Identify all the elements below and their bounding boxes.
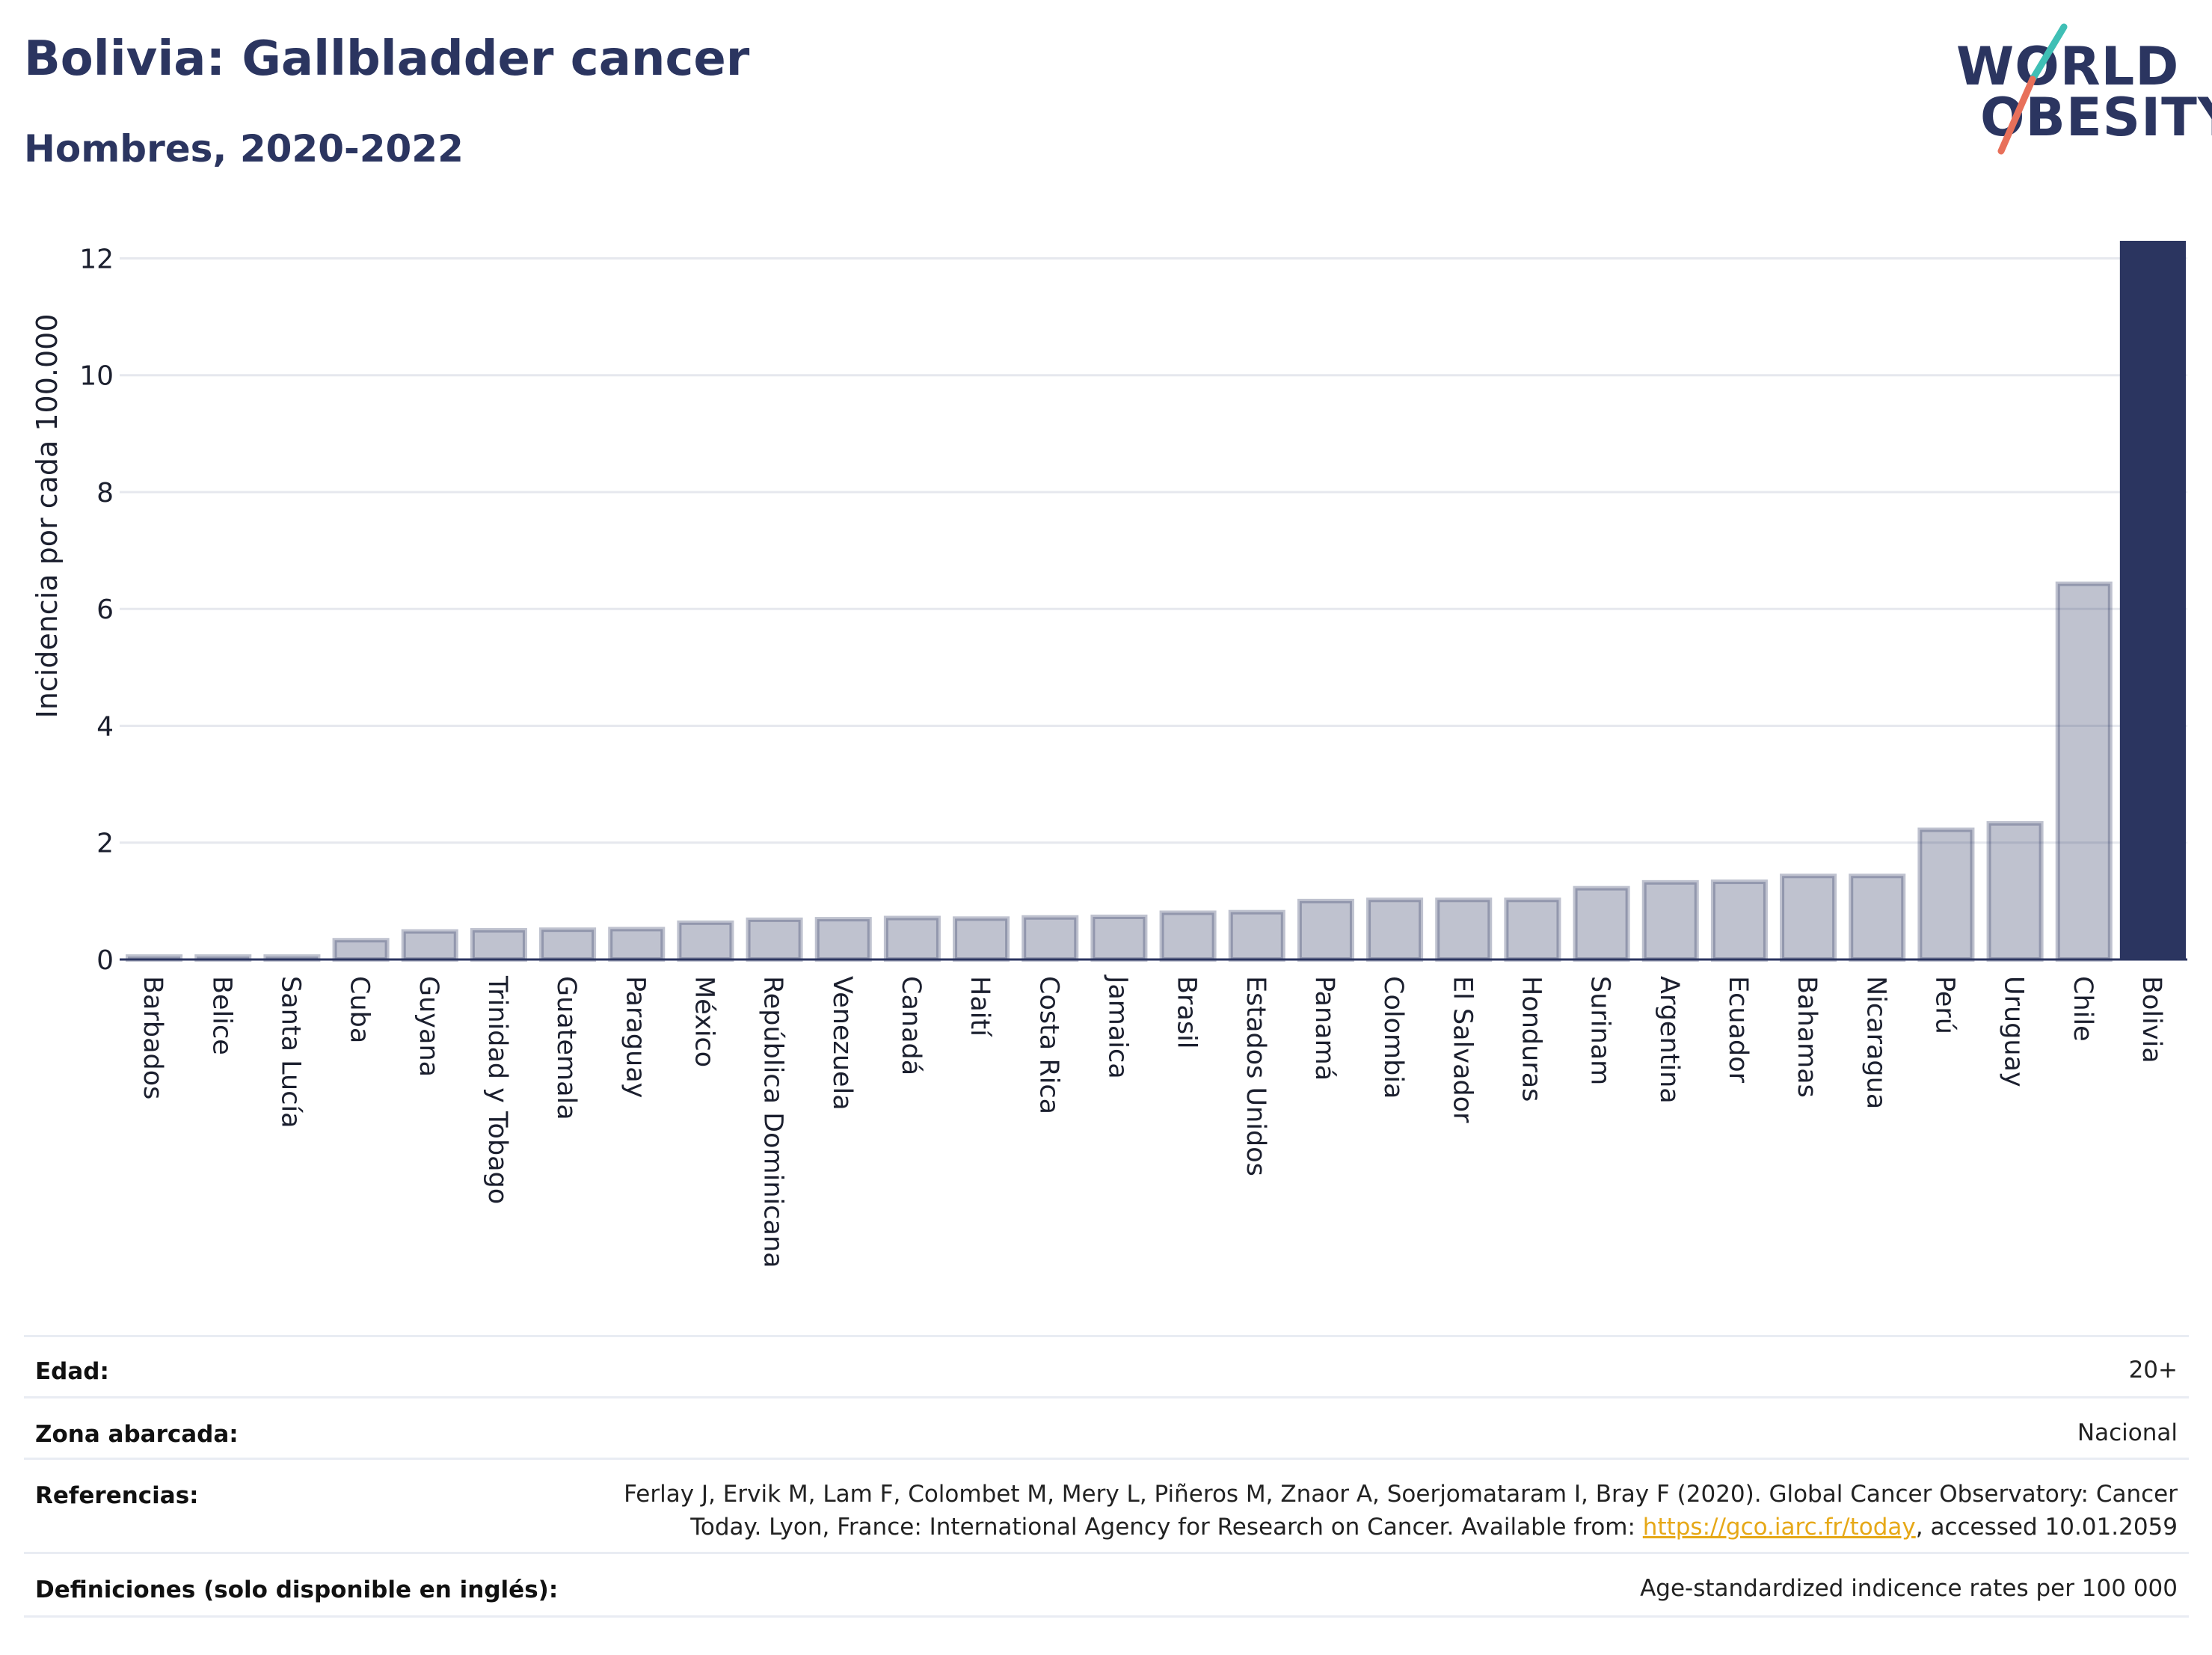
detail-row-zone: Zona abarcada: Nacional	[24, 1396, 2189, 1460]
x-tick-label: Venezuela	[827, 976, 857, 1111]
y-tick-label: 6	[96, 595, 114, 625]
x-tick-label: El Salvador	[1447, 976, 1477, 1123]
bar-brasil	[1159, 910, 1217, 962]
bar-surinam	[1573, 885, 1630, 962]
y-axis-label: Incidencia por cada 100.000	[31, 313, 64, 718]
detail-value: 20+	[2128, 1357, 2178, 1384]
y-tick-label: 8	[96, 478, 114, 509]
y-axis-ticks: 0 2 4 6 8 10 12	[79, 244, 114, 976]
bar-república-dominicana	[746, 917, 803, 962]
x-tick-label: Paraguay	[620, 976, 650, 1098]
x-tick-label: República Dominicana	[758, 976, 788, 1268]
x-tick-label: Surinam	[1585, 976, 1615, 1085]
chart-grid	[120, 257, 2187, 961]
bar-ecuador	[1710, 879, 1768, 962]
x-tick-label: Uruguay	[1999, 976, 2029, 1087]
bar-haití	[953, 916, 1010, 962]
x-tick-label: Trinidad y Tobago	[482, 975, 512, 1204]
detail-row-references: Referencias: Ferlay J, Ervik M, Lam F, C…	[24, 1458, 2189, 1554]
detail-label: Definiciones (solo disponible en inglés)…	[35, 1576, 559, 1603]
bar-argentina	[1641, 879, 1699, 962]
page-subtitle: Hombres, 2020-2022	[24, 127, 464, 171]
x-tick-label: Costa Rica	[1033, 976, 1063, 1114]
x-tick-label: Cuba	[345, 976, 375, 1043]
bar-nicaragua	[1849, 873, 1906, 962]
x-tick-label: Perú	[1929, 976, 1959, 1034]
y-tick-label: 2	[96, 829, 114, 859]
bar-paraguay	[608, 927, 666, 962]
bar-trinidad-y-tobago	[470, 927, 527, 962]
x-tick-label: Guyana	[414, 976, 443, 1077]
detail-value: Nacional	[2077, 1419, 2178, 1446]
detail-label: Referencias:	[35, 1482, 199, 1509]
x-tick-label: Jamaica	[1102, 974, 1132, 1079]
bar-costa-rica	[1021, 915, 1079, 962]
bar-jamaica	[1090, 914, 1148, 962]
chart-bars	[126, 241, 2186, 962]
y-tick-label: 10	[79, 361, 114, 392]
x-tick-label: Estados Unidos	[1241, 976, 1271, 1176]
x-tick-label: Ecuador	[1723, 976, 1753, 1084]
detail-row-age: Edad: 20+	[24, 1335, 2189, 1398]
bar-guatemala	[539, 927, 597, 962]
reference-line-1: Ferlay J, Ervik M, Lam F, Colombet M, Me…	[624, 1481, 2178, 1508]
x-tick-label: Canadá	[896, 976, 926, 1075]
bar-el-salvador	[1435, 897, 1493, 962]
x-tick-label: Argentina	[1654, 976, 1684, 1104]
y-tick-label: 12	[79, 244, 114, 274]
reference-text: Today. Lyon, France: International Agenc…	[690, 1514, 1643, 1541]
y-tick-label: 4	[96, 711, 114, 742]
detail-value: Ferlay J, Ervik M, Lam F, Colombet M, Me…	[624, 1478, 2178, 1544]
bar-venezuela	[814, 917, 872, 962]
bar-panamá	[1297, 898, 1354, 962]
x-tick-label: Chile	[2068, 976, 2098, 1042]
bar-cuba	[332, 938, 390, 962]
bar-perú	[1917, 827, 1975, 962]
x-tick-label: Nicaragua	[1861, 976, 1890, 1109]
x-axis-labels: Barbados Belice Santa Lucía Cuba Guyana Trini…	[138, 974, 2166, 1268]
x-tick-label: México	[689, 976, 719, 1067]
detail-row-definitions: Definiciones (solo disponible en inglés)…	[24, 1552, 2189, 1618]
x-tick-label: Colombia	[1378, 976, 1408, 1099]
x-tick-label: Panamá	[1309, 976, 1339, 1081]
bar-bahamas	[1780, 873, 1837, 962]
bar-chart: 0 2 4 6 8 10 12 Incidencia por cada 100.000 Ba…	[31, 241, 2187, 1268]
detail-label: Zona abarcada:	[35, 1421, 239, 1448]
y-tick-label: 0	[96, 945, 114, 976]
reference-link[interactable]: https://gco.iarc.fr/today	[1642, 1514, 1916, 1541]
x-tick-label: Santa Lucía	[275, 976, 305, 1129]
x-tick-label: Honduras	[1516, 976, 1546, 1102]
bar-bolivia	[2119, 241, 2186, 959]
bar-colombia	[1366, 897, 1424, 962]
page-title: Bolivia: Gallbladder cancer	[24, 31, 750, 87]
x-tick-label: Guatemala	[551, 976, 581, 1120]
bar-chile	[2055, 581, 2113, 962]
world-obesity-logo: WORLD OBESITY	[1944, 22, 2212, 157]
x-tick-label: Haití	[965, 976, 995, 1037]
logo-line1: WORLD	[1956, 36, 2180, 97]
x-tick-label: Barbados	[138, 976, 168, 1099]
bar-estados-unidos	[1228, 909, 1285, 962]
reference-accessed: , accessed 10.01.2059	[1915, 1514, 2178, 1541]
reference-line-2: Today. Lyon, France: International Agenc…	[624, 1511, 2178, 1544]
bar-canadá	[883, 915, 941, 962]
x-tick-label: Bolivia	[2136, 976, 2166, 1063]
bar-uruguay	[1986, 820, 2044, 962]
bar-méxico	[677, 920, 734, 962]
x-tick-label: Bahamas	[1792, 976, 1822, 1098]
x-tick-label: Brasil	[1172, 976, 1202, 1049]
logo-slash-icon	[1997, 23, 2068, 155]
detail-value: Age-standardized indicence rates per 100…	[1640, 1575, 2178, 1602]
detail-label: Edad:	[35, 1358, 109, 1385]
x-tick-label: Belice	[206, 976, 236, 1055]
bar-honduras	[1504, 897, 1561, 962]
bar-guyana	[401, 929, 458, 962]
